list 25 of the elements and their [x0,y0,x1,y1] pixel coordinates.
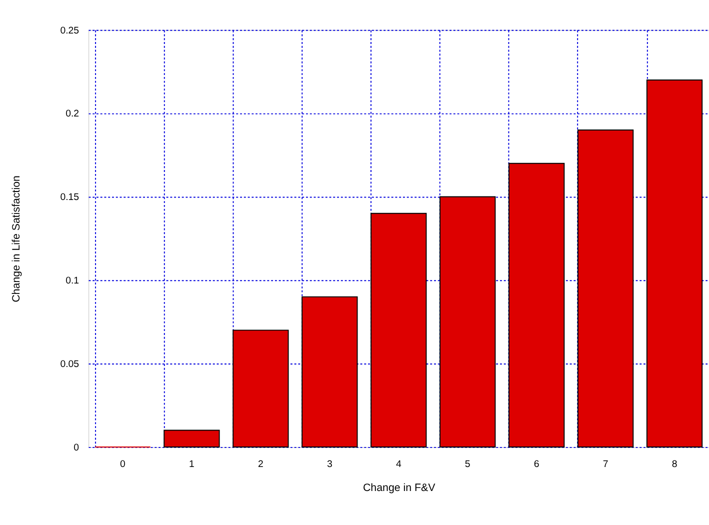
x-tick-label: 6 [534,458,540,470]
y-axis-title: Change in Life Satisfaction [10,175,22,302]
bar [232,330,289,448]
x-tick-label: 3 [326,458,332,470]
x-tick-label: 4 [396,458,402,470]
y-tick-label: 0 [74,442,80,454]
y-tick-label: 0.15 [60,192,80,204]
y-tick-label: 0.2 [66,108,80,120]
bar [577,130,634,448]
x-tick-label: 8 [672,458,678,470]
y-tick-label: 0.1 [66,276,80,287]
x-tick-label: 1 [189,458,194,470]
y-tick-label: 0.05 [60,358,80,370]
bar [164,430,220,448]
bar [370,212,427,448]
x-tick-label: 7 [602,458,608,470]
x-tick-label: 0 [120,458,126,470]
bar [646,79,703,448]
bar [302,296,358,448]
bar [440,196,496,448]
x-tick-label: 5 [464,458,470,470]
x-tick-label: 2 [258,458,264,470]
x-axis-title: Change in F&V [362,482,436,494]
y-tick-label: 0.25 [60,25,80,36]
bar [508,162,565,448]
